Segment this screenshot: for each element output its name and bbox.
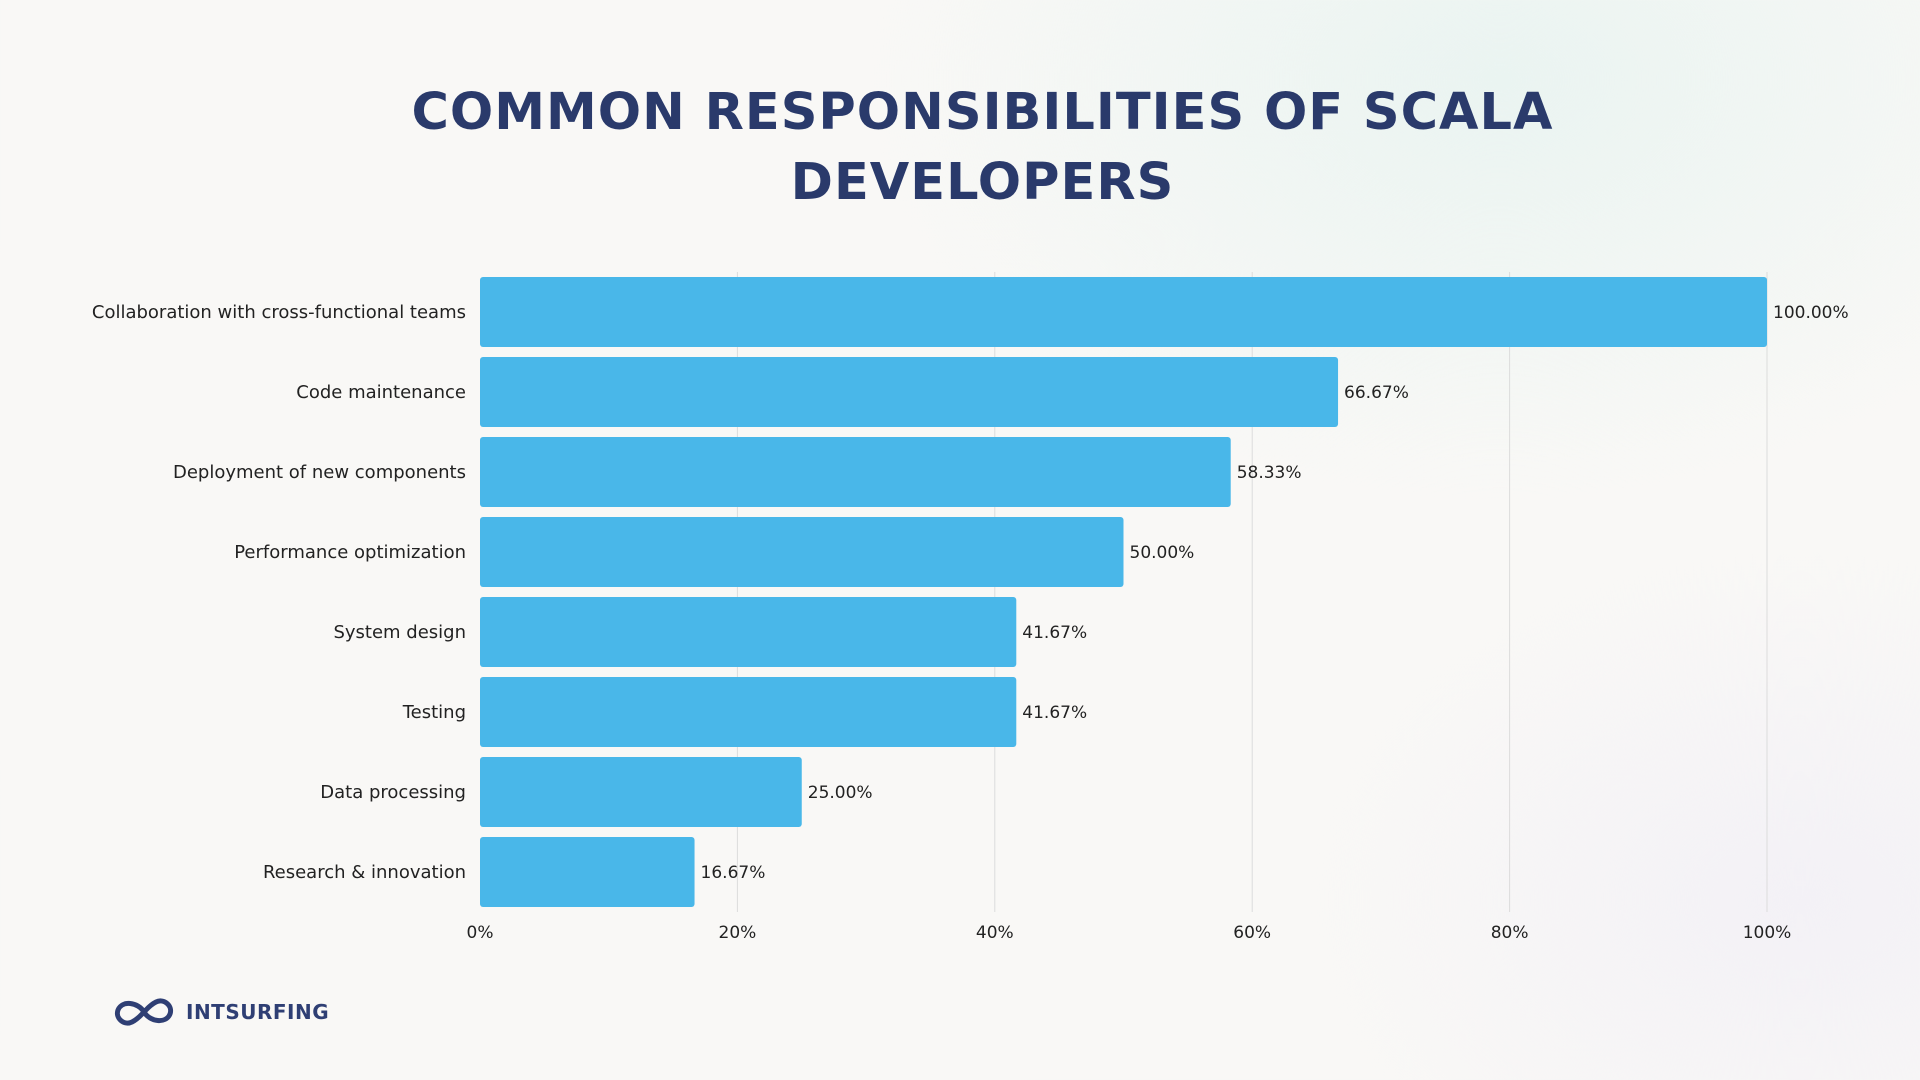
category-label-2: Deployment of new components: [173, 462, 466, 483]
bar-3: [480, 517, 1124, 587]
chart-title-line-2: DEVELOPERS: [790, 153, 1175, 212]
category-label-6: Data processing: [320, 782, 466, 803]
x-tick-label-1: 20%: [719, 923, 757, 943]
bar-0: [480, 277, 1767, 347]
category-label-5: Testing: [402, 702, 466, 723]
value-label-2: 58.33%: [1237, 463, 1302, 483]
x-tick-label-0: 0%: [467, 923, 494, 943]
bar-1: [480, 357, 1339, 427]
value-label-0: 100.00%: [1773, 303, 1849, 323]
x-tick-label-5: 100%: [1743, 923, 1792, 943]
bar-6: [480, 757, 802, 827]
x-tick-label-3: 60%: [1233, 923, 1271, 943]
x-tick-label-2: 40%: [976, 923, 1014, 943]
brand-logo: INTSURFING: [112, 994, 329, 1030]
value-label-3: 50.00%: [1130, 543, 1195, 563]
value-label-5: 41.67%: [1022, 703, 1087, 723]
bar-2: [480, 437, 1231, 507]
chart-title: COMMON RESPONSIBILITIES OF SCALA DEVELOP…: [0, 78, 1920, 218]
category-label-3: Performance optimization: [234, 542, 466, 563]
value-label-1: 66.67%: [1344, 383, 1409, 403]
category-label-7: Research & innovation: [263, 862, 466, 883]
infinity-loop-icon: [114, 998, 174, 1026]
brand-name: INTSURFING: [186, 1000, 330, 1024]
value-label-4: 41.67%: [1022, 623, 1087, 643]
value-label-7: 16.67%: [701, 863, 766, 883]
value-label-6: 25.00%: [808, 783, 873, 803]
x-tick-label-4: 80%: [1491, 923, 1529, 943]
bar-4: [480, 597, 1017, 667]
bar-5: [480, 677, 1017, 747]
chart-title-line-1: COMMON RESPONSIBILITIES OF SCALA: [411, 83, 1554, 142]
bar-7: [480, 837, 695, 907]
category-label-4: System design: [333, 622, 466, 643]
category-label-1: Code maintenance: [296, 382, 466, 403]
category-label-0: Collaboration with cross-functional team…: [92, 302, 466, 323]
